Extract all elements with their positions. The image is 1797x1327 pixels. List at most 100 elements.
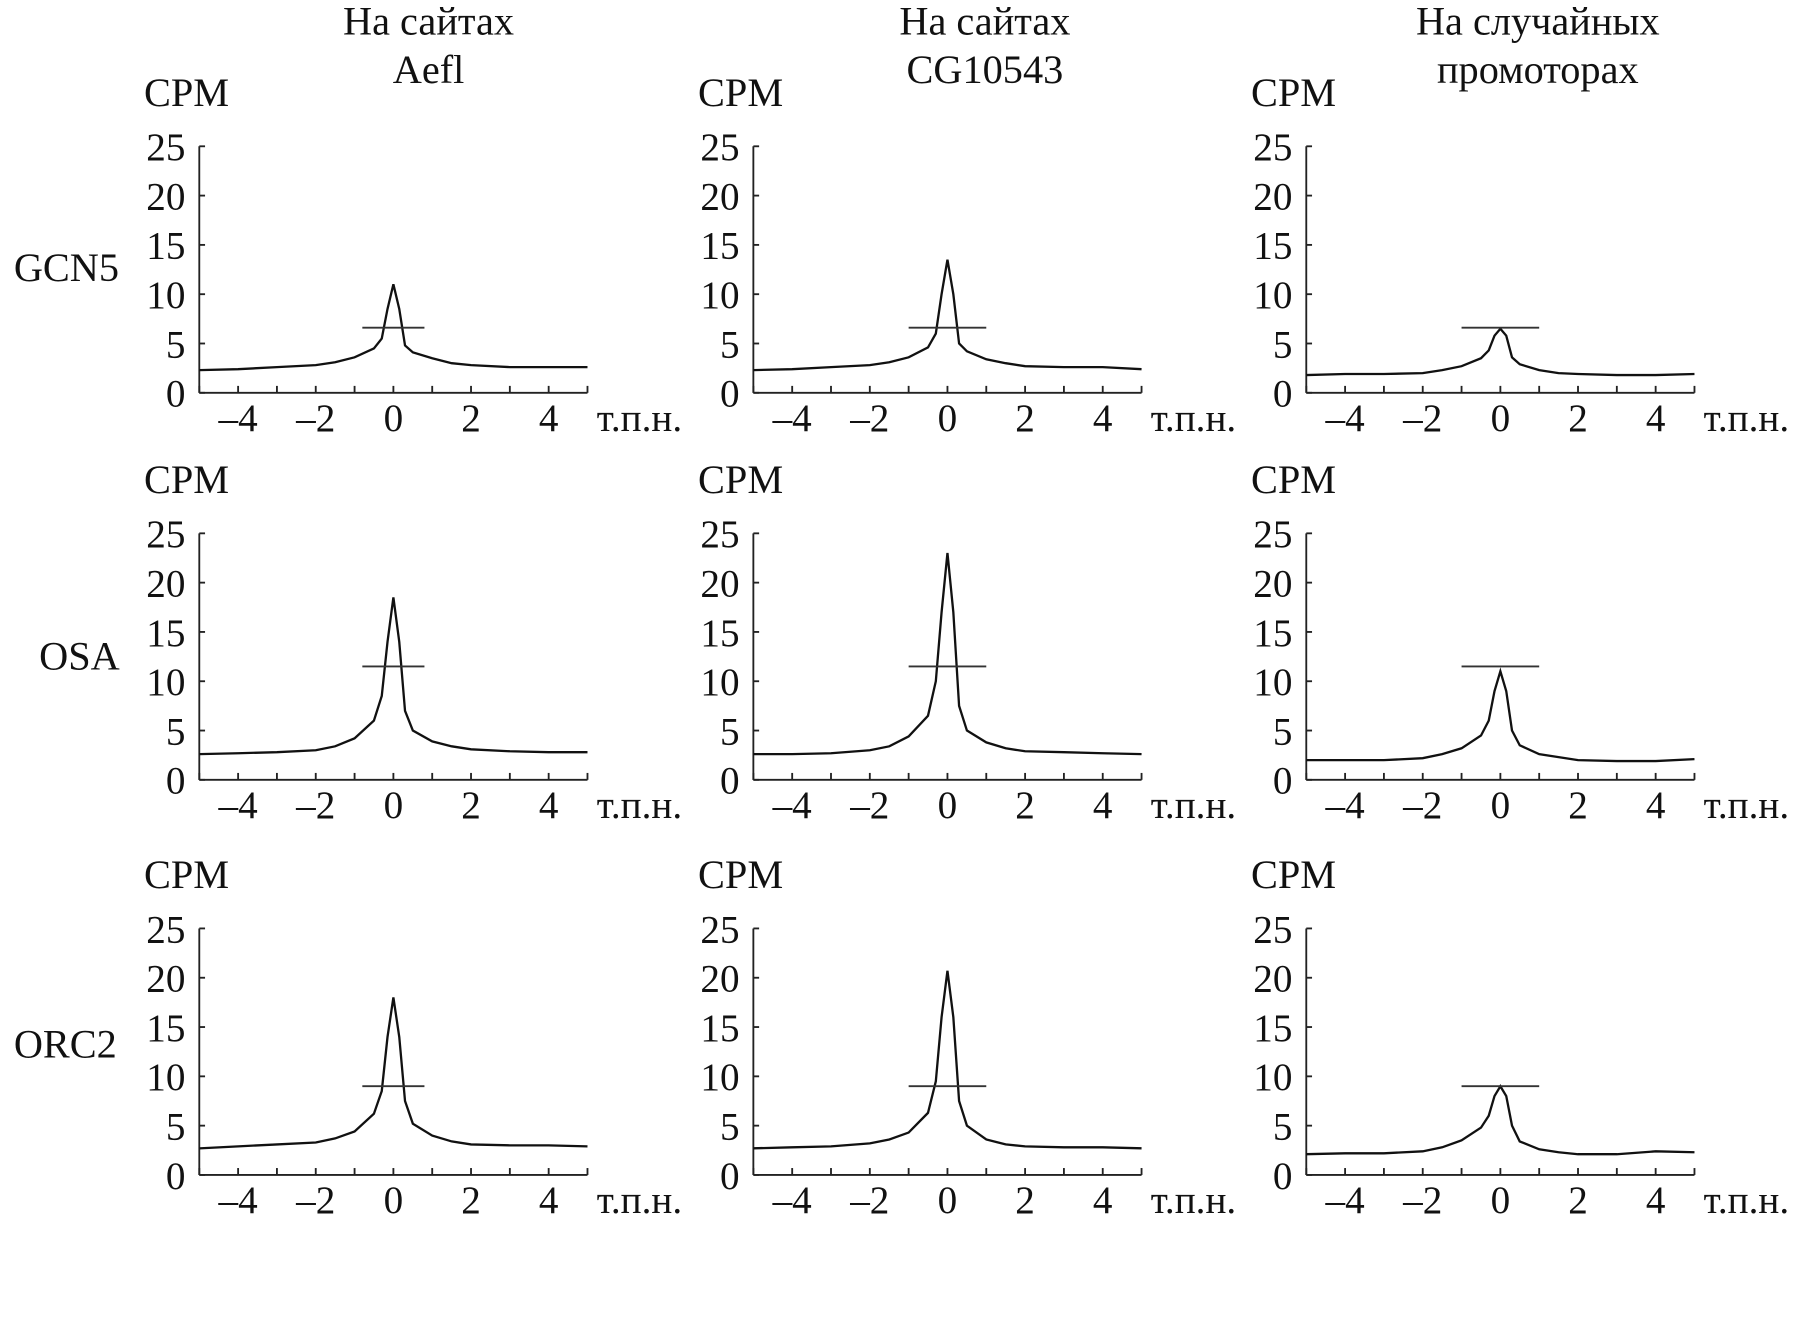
- y-axis-label: CPM: [144, 852, 229, 897]
- x-axis-unit-label: т.п.н.: [597, 397, 682, 440]
- y-tick-label: 20: [1253, 175, 1292, 218]
- panel-orc2-random: CPM 0 5 10 15 20 25 –4 –2 0 2 4 т.п.н.: [1251, 852, 1789, 1222]
- y-tick-label: 25: [700, 126, 739, 169]
- y-tick-label: 20: [700, 175, 739, 218]
- y-tick-label: 10: [1253, 274, 1292, 317]
- y-axis-label: CPM: [698, 70, 783, 115]
- y-tick-label: 15: [1253, 225, 1292, 268]
- y-axis-label: CPM: [1251, 457, 1336, 502]
- x-tick-label: –2: [849, 1179, 889, 1222]
- y-tick-label: 25: [146, 513, 185, 556]
- y-tick-label: 20: [146, 562, 185, 605]
- y-tick-label: 0: [720, 373, 740, 416]
- x-tick-label: –2: [849, 397, 889, 440]
- x-tick-label: 2: [461, 1179, 481, 1222]
- y-tick-label: 0: [720, 760, 740, 803]
- x-tick-label: –2: [295, 397, 335, 440]
- x-tick-label: –2: [295, 784, 335, 827]
- y-tick-label: 10: [700, 661, 739, 704]
- panel-gcn5-aefl: CPM 0 5 10 15 20 25 –4 –2 0 2 4 т.п.н.: [144, 70, 682, 440]
- y-tick-label: 25: [1253, 908, 1292, 951]
- y-tick-label: 20: [700, 562, 739, 605]
- x-tick-label: –4: [218, 397, 258, 440]
- y-tick-label: 25: [700, 513, 739, 556]
- y-tick-label: 0: [1273, 1155, 1293, 1198]
- column-title-line: промоторах: [1437, 47, 1639, 92]
- row-label-gcn5: GCN5: [14, 245, 119, 290]
- x-tick-label: 0: [1491, 1179, 1511, 1222]
- signal-curve: [1306, 326, 1695, 377]
- panel-osa-random: CPM 0 5 10 15 20 25 –4 –2 0 2 4 т.п.н.: [1251, 457, 1789, 827]
- y-tick-label: 5: [720, 710, 740, 753]
- x-tick-label: 2: [1015, 784, 1035, 827]
- y-tick-label: 15: [1253, 612, 1292, 655]
- x-tick-label: 0: [384, 784, 404, 827]
- x-tick-label: 4: [539, 397, 559, 440]
- y-tick-label: 25: [146, 126, 185, 169]
- y-tick-label: 10: [700, 274, 739, 317]
- y-axis-label: CPM: [698, 457, 783, 502]
- x-tick-label: 2: [1015, 397, 1035, 440]
- panel-osa-aefl: CPM 0 5 10 15 20 25 –4 –2 0 2 4 т.п.н.: [144, 457, 682, 827]
- y-axis-label: CPM: [698, 852, 783, 897]
- x-tick-label: 0: [1491, 397, 1511, 440]
- signal-curve: [199, 284, 588, 372]
- y-tick-label: 10: [146, 1056, 185, 1099]
- column-title-1: На сайтах Aefl: [343, 0, 514, 92]
- x-tick-label: –2: [1402, 397, 1442, 440]
- y-tick-label: 20: [1253, 562, 1292, 605]
- x-tick-label: 4: [1093, 784, 1113, 827]
- y-tick-label: 15: [1253, 1007, 1292, 1050]
- x-axis-unit-label: т.п.н.: [1151, 397, 1236, 440]
- x-tick-label: 0: [384, 397, 404, 440]
- x-axis-unit-label: т.п.н.: [1151, 784, 1236, 827]
- y-tick-label: 15: [700, 612, 739, 655]
- x-tick-label: 4: [1093, 1179, 1113, 1222]
- y-tick-label: 20: [700, 958, 739, 1001]
- x-tick-label: 2: [461, 397, 481, 440]
- y-tick-label: 10: [1253, 661, 1292, 704]
- y-tick-label: 5: [720, 1105, 740, 1148]
- x-tick-label: –4: [218, 784, 258, 827]
- y-tick-label: 20: [146, 958, 185, 1001]
- row-label-orc2: ORC2: [14, 1021, 117, 1066]
- y-tick-label: 10: [700, 1056, 739, 1099]
- x-tick-label: –4: [772, 784, 812, 827]
- y-tick-label: 25: [700, 908, 739, 951]
- y-tick-label: 15: [146, 612, 185, 655]
- x-tick-label: 0: [1491, 784, 1511, 827]
- y-tick-label: 25: [1253, 126, 1292, 169]
- column-title-line: Aefl: [393, 47, 465, 92]
- y-tick-label: 5: [1273, 323, 1293, 366]
- x-tick-label: 2: [461, 784, 481, 827]
- x-tick-label: –4: [1325, 1179, 1365, 1222]
- y-axis-label: CPM: [144, 70, 229, 115]
- x-tick-label: 4: [1646, 784, 1666, 827]
- x-tick-label: 0: [938, 397, 958, 440]
- x-axis-unit-label: т.п.н.: [1704, 1179, 1789, 1222]
- y-tick-label: 25: [1253, 513, 1292, 556]
- y-tick-label: 0: [166, 373, 186, 416]
- y-tick-label: 15: [146, 1007, 185, 1050]
- y-tick-label: 15: [700, 225, 739, 268]
- x-axis-unit-label: т.п.н.: [1151, 1179, 1236, 1222]
- y-axis-label: CPM: [144, 457, 229, 502]
- x-tick-label: 0: [938, 784, 958, 827]
- signal-curve: [199, 997, 588, 1150]
- x-tick-label: –2: [1402, 784, 1442, 827]
- x-tick-label: 4: [539, 784, 559, 827]
- x-tick-label: –2: [1402, 1179, 1442, 1222]
- y-axis-label: CPM: [1251, 70, 1336, 115]
- y-tick-label: 0: [166, 760, 186, 803]
- y-tick-label: 10: [146, 661, 185, 704]
- y-tick-label: 25: [146, 908, 185, 951]
- y-tick-label: 5: [1273, 710, 1293, 753]
- x-axis-unit-label: т.п.н.: [1704, 784, 1789, 827]
- y-tick-label: 0: [1273, 760, 1293, 803]
- y-tick-label: 15: [700, 1007, 739, 1050]
- panel-gcn5-random: CPM 0 5 10 15 20 25 –4 –2 0 2 4 т.п.н.: [1251, 70, 1789, 440]
- column-title-line: На случайных: [1416, 0, 1660, 44]
- y-tick-label: 20: [1253, 958, 1292, 1001]
- y-axis-label: CPM: [1251, 852, 1336, 897]
